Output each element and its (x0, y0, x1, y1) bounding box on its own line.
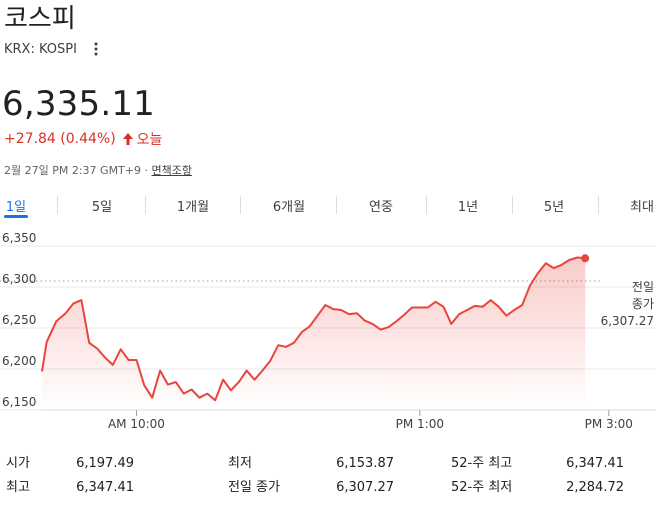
intraday-chart[interactable]: 6,350 6,300 6,250 6,200 6,150 AM 10:00 PM 1:00… (0, 226, 670, 436)
stat-prev-close-value: 6,307.27 (336, 480, 394, 495)
stat-open-label: 시가 (6, 456, 30, 471)
arrow-up-icon (122, 132, 134, 146)
stat-high-value: 6,347.41 (76, 480, 134, 495)
active-tab-indicator (4, 215, 28, 218)
previous-close-label: 6,307.27 (601, 314, 654, 328)
ticker-row: KRX: KOSPI (4, 40, 103, 58)
previous-close-label: 종가 (632, 297, 654, 311)
stat-low-label: 최저 (228, 456, 252, 471)
tab-divider (598, 196, 599, 214)
price-change: +27.84 (0.44%) (4, 131, 116, 147)
stat-52w-low-label: 52-주 최저 (451, 480, 513, 495)
tab-1d[interactable]: 1일 (5, 199, 27, 215)
x-tick-label: PM 3:00 (585, 417, 633, 431)
tab-5d[interactable]: 5일 (91, 199, 113, 215)
y-tick-label: 6,200 (2, 354, 36, 368)
previous-close-label: 전일 (632, 280, 654, 294)
ticker-symbol: KRX: KOSPI (4, 41, 77, 57)
tab-max[interactable]: 최대 (630, 199, 654, 215)
tab-divider (145, 196, 146, 214)
stat-52w-low-value: 2,284.72 (566, 480, 624, 495)
stat-prev-close-label: 전일 종가 (228, 480, 280, 495)
tab-divider (512, 196, 513, 214)
price-area (42, 257, 586, 410)
x-tick-label: AM 10:00 (108, 417, 165, 431)
timestamp: 2월 27일 PM 2:37 GMT+9 · (4, 164, 152, 177)
y-tick-label: 6,250 (2, 313, 36, 327)
current-price-dot (581, 254, 590, 263)
timestamp-row: 2월 27일 PM 2:37 GMT+9 · 면책조항 (4, 162, 192, 178)
range-tabs: 1일 5일 1개월 6개월 연중 1년 5년 최대 (0, 190, 670, 220)
tab-1m[interactable]: 1개월 (176, 199, 210, 215)
y-tick-label: 6,350 (2, 231, 36, 245)
current-price: 6,335.11 (2, 84, 156, 124)
tab-divider (336, 196, 337, 214)
change-period: 오늘 (136, 132, 163, 148)
x-tick-label: PM 1:00 (396, 417, 444, 431)
price-line (41, 256, 586, 402)
tab-divider (240, 196, 241, 214)
more-vert-icon[interactable] (89, 41, 103, 57)
chart-svg: 6,350 6,300 6,250 6,200 6,150 AM 10:00 PM 1:00… (0, 231, 656, 431)
tab-1y[interactable]: 1년 (457, 199, 479, 215)
stat-high-label: 최고 (6, 480, 30, 495)
price-change-row: +27.84 (0.44%) 오늘 (4, 129, 162, 149)
stat-52w-high-value: 6,347.41 (566, 456, 624, 471)
tab-6m[interactable]: 6개월 (272, 199, 306, 215)
y-tick-label: 6,300 (2, 272, 36, 286)
tab-5y[interactable]: 5년 (543, 199, 565, 215)
tab-divider (426, 196, 427, 214)
tab-divider (57, 196, 58, 214)
stat-52w-high-label: 52-주 최고 (451, 456, 513, 471)
stat-open-value: 6,197.49 (76, 456, 134, 471)
tab-ytd[interactable]: 연중 (369, 199, 393, 215)
y-tick-label: 6,150 (2, 395, 36, 409)
disclaimer-link[interactable]: 면책조항 (151, 164, 192, 177)
stat-low-value: 6,153.87 (336, 456, 394, 471)
index-title: 코스피 (4, 4, 76, 34)
